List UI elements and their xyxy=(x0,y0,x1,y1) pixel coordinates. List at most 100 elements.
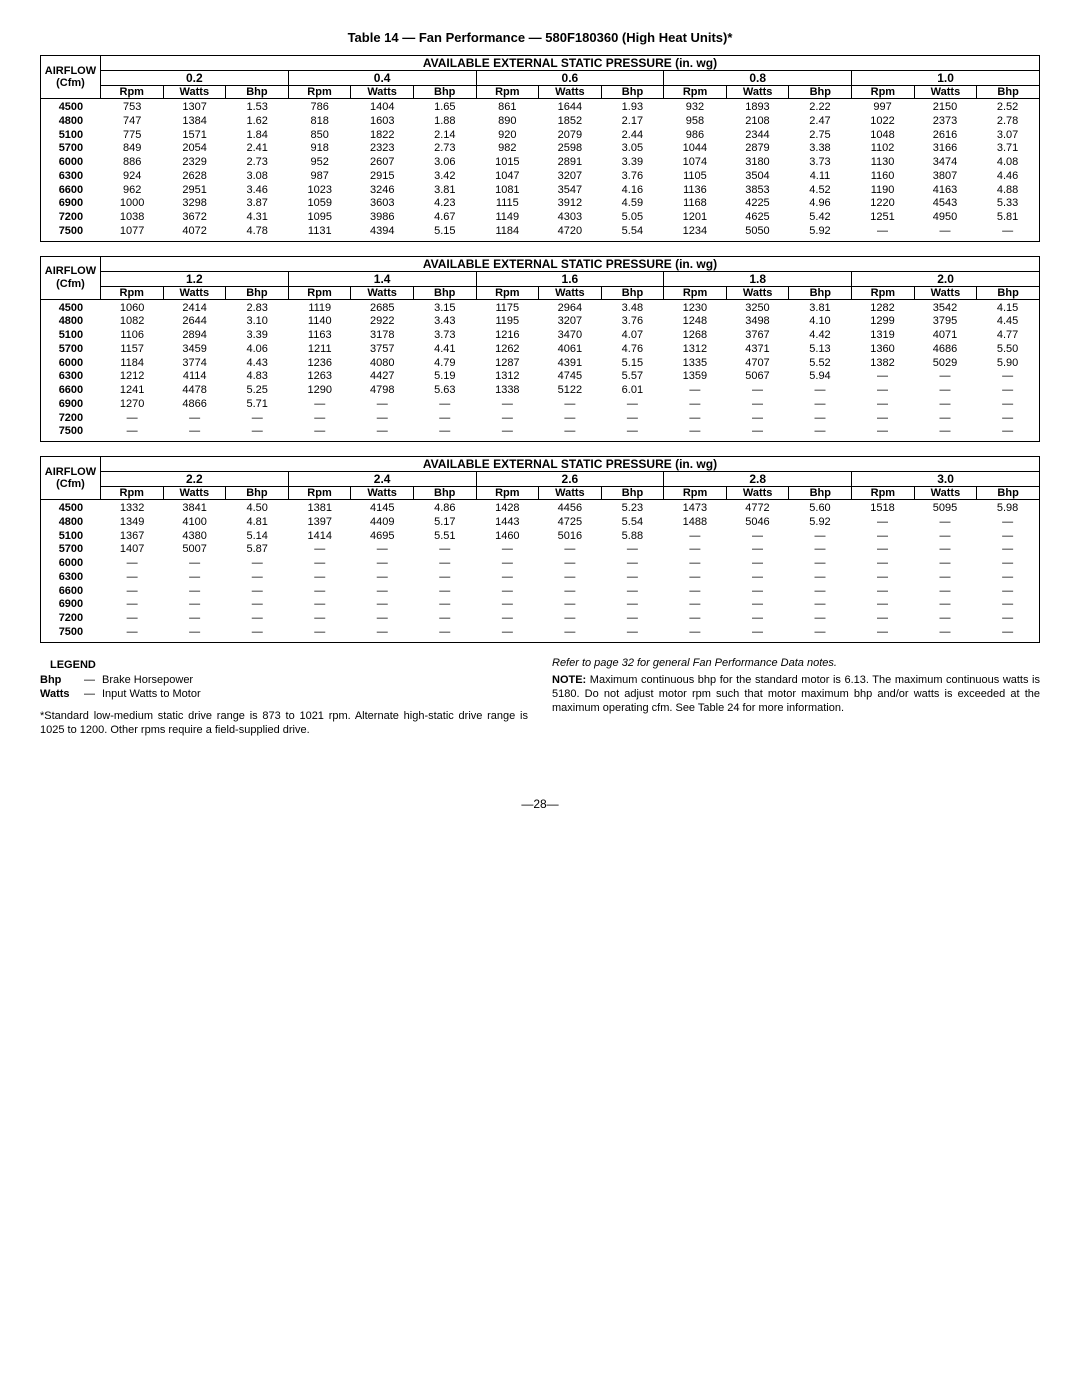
sub-header: Bhp xyxy=(226,86,289,99)
sub-header: Bhp xyxy=(789,286,852,299)
sub-header: Watts xyxy=(351,286,414,299)
data-cell: — xyxy=(226,585,289,599)
data-cell: 1473 xyxy=(664,502,727,516)
data-cell: 5007 xyxy=(163,543,226,557)
data-cell: — xyxy=(414,598,477,612)
data-cell: 3.06 xyxy=(414,156,477,170)
data-cell: — xyxy=(664,626,727,640)
data-cell: 3166 xyxy=(914,142,977,156)
data-cell: — xyxy=(976,626,1039,640)
sub-header: Bhp xyxy=(413,86,476,99)
data-cell: — xyxy=(226,425,289,439)
data-cell: 986 xyxy=(664,129,727,143)
data-cell: 4100 xyxy=(163,516,226,530)
legend-dash: — xyxy=(84,688,102,702)
data-cell: 5.90 xyxy=(976,357,1039,371)
data-cell: 1.88 xyxy=(414,115,477,129)
data-cell: — xyxy=(288,543,351,557)
airflow-value: 7500 xyxy=(41,425,101,439)
data-cell: — xyxy=(976,543,1039,557)
data-cell: 5.14 xyxy=(226,530,289,544)
data-cell: — xyxy=(414,612,477,626)
table-row: 4500106024142.83111926853.15117529643.48… xyxy=(41,302,1039,316)
data-cell: — xyxy=(726,384,789,398)
airflow-value: 4800 xyxy=(41,115,101,129)
table-row: 7200——————————————— xyxy=(41,612,1039,626)
table-row: 6000——————————————— xyxy=(41,557,1039,571)
data-cell: — xyxy=(539,425,602,439)
data-cell: 5.15 xyxy=(414,225,477,239)
data-cell: — xyxy=(664,571,727,585)
data-cell: 5.51 xyxy=(414,530,477,544)
data-cell: — xyxy=(851,571,914,585)
data-cell: 5095 xyxy=(914,502,977,516)
data-cell: 5.94 xyxy=(789,370,852,384)
sub-header: Rpm xyxy=(100,286,163,299)
data-cell: 1184 xyxy=(101,357,164,371)
table-row: 4500133238414.50138141454.86142844565.23… xyxy=(41,502,1039,516)
data-cell: 3470 xyxy=(539,329,602,343)
airflow-value: 5700 xyxy=(41,142,101,156)
data-cell: 4.42 xyxy=(789,329,852,343)
airflow-value: 6000 xyxy=(41,357,101,371)
data-cell: 1212 xyxy=(101,370,164,384)
data-cell: — xyxy=(726,398,789,412)
sub-header: Watts xyxy=(539,286,602,299)
sub-header: Rpm xyxy=(288,487,351,500)
data-cell: — xyxy=(851,530,914,544)
data-cell: 4543 xyxy=(914,197,977,211)
data-cell: 982 xyxy=(476,142,539,156)
data-cell: — xyxy=(476,598,539,612)
data-cell: 2150 xyxy=(914,101,977,115)
sub-header: Bhp xyxy=(413,487,476,500)
pressure-value: 2.8 xyxy=(664,472,852,487)
data-cell: — xyxy=(539,612,602,626)
data-cell: 2915 xyxy=(351,170,414,184)
data-cell: — xyxy=(414,557,477,571)
data-cell: 5.52 xyxy=(789,357,852,371)
data-cell: 5.54 xyxy=(601,225,664,239)
data-cell: 4.31 xyxy=(226,211,289,225)
data-cell: 4.96 xyxy=(789,197,852,211)
data-cell: — xyxy=(101,626,164,640)
data-cell: 3246 xyxy=(351,184,414,198)
data-cell: — xyxy=(476,557,539,571)
airflow-value: 6300 xyxy=(41,370,101,384)
airflow-value: 7500 xyxy=(41,225,101,239)
data-cell: 5.19 xyxy=(414,370,477,384)
legend-row: Watts—Input Watts to Motor xyxy=(40,688,528,702)
data-cell: 3.15 xyxy=(414,302,477,316)
data-cell: — xyxy=(664,557,727,571)
sub-header: Rpm xyxy=(852,86,915,99)
data-cell: 4.08 xyxy=(976,156,1039,170)
data-cell: 3250 xyxy=(726,302,789,316)
data-cell: 3757 xyxy=(351,343,414,357)
data-cell: 5.42 xyxy=(789,211,852,225)
data-cell: 4.76 xyxy=(601,343,664,357)
data-cell: 4.88 xyxy=(976,184,1039,198)
table-row: 450075313071.5378614041.6586116441.93932… xyxy=(41,101,1039,115)
data-cell: 1381 xyxy=(288,502,351,516)
data-cell: 4745 xyxy=(539,370,602,384)
data-cell: 3.43 xyxy=(414,315,477,329)
data-cell: — xyxy=(851,425,914,439)
data-cell: 4950 xyxy=(914,211,977,225)
data-cell: 3.05 xyxy=(601,142,664,156)
airflow-header: AIRFLOW(Cfm) xyxy=(41,256,101,299)
data-cell: — xyxy=(351,626,414,640)
data-cell: 4.07 xyxy=(601,329,664,343)
data-cell: — xyxy=(789,612,852,626)
data-cell: 924 xyxy=(101,170,164,184)
sub-header: Bhp xyxy=(601,86,664,99)
airflow-value: 6000 xyxy=(41,557,101,571)
sub-header: Rpm xyxy=(100,86,163,99)
data-cell: 4.46 xyxy=(976,170,1039,184)
data-cell: 3767 xyxy=(726,329,789,343)
data-cell: 1130 xyxy=(851,156,914,170)
data-cell: 1077 xyxy=(101,225,164,239)
data-cell: 4.16 xyxy=(601,184,664,198)
data-cell: — xyxy=(976,370,1039,384)
footer-left: LEGEND Bhp—Brake HorsepowerWatts—Input W… xyxy=(40,657,528,738)
data-cell: 3474 xyxy=(914,156,977,170)
data-cell: — xyxy=(288,626,351,640)
